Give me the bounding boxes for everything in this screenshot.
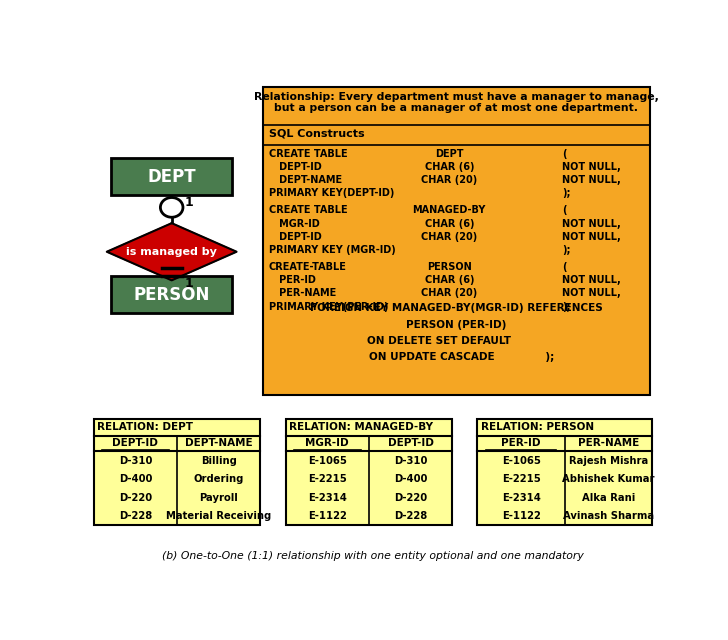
Text: D-310: D-310 (394, 456, 427, 465)
Text: Abhishek Kumar: Abhishek Kumar (563, 474, 655, 484)
Text: E-2215: E-2215 (308, 474, 347, 484)
Text: Ordering: Ordering (194, 474, 244, 484)
Text: D-228: D-228 (119, 511, 152, 521)
Text: Material Receiving: Material Receiving (166, 511, 272, 521)
Text: DEPT
CHAR (6)
CHAR (20): DEPT CHAR (6) CHAR (20) (421, 148, 478, 185)
Bar (111, 276, 232, 314)
Bar (478, 419, 652, 525)
Text: DEPT-ID: DEPT-ID (113, 438, 159, 449)
Text: RELATION: MANAGED-BY: RELATION: MANAGED-BY (289, 422, 433, 433)
Text: D-220: D-220 (394, 493, 427, 502)
Text: Avinash Sharma: Avinash Sharma (563, 511, 654, 521)
Polygon shape (107, 223, 237, 280)
Text: ON DELETE SET DEFAULT: ON DELETE SET DEFAULT (368, 336, 511, 346)
Text: ON UPDATE CASCADE              );: ON UPDATE CASCADE ); (369, 352, 555, 362)
Bar (94, 419, 261, 525)
Text: (
NOT NULL,
NOT NULL,
);: ( NOT NULL, NOT NULL, ); (562, 148, 621, 198)
Text: CREATE TABLE
   MGR-ID
   DEPT-ID
PRIMARY KEY (MGR-ID): CREATE TABLE MGR-ID DEPT-ID PRIMARY KEY … (269, 205, 395, 255)
Text: (b) One-to-One (1:1) relationship with one entity optional and one mandatory: (b) One-to-One (1:1) relationship with o… (162, 551, 584, 561)
Text: PER-ID: PER-ID (502, 438, 541, 449)
Text: E-2314: E-2314 (502, 493, 541, 502)
Text: E-1122: E-1122 (502, 511, 541, 521)
Bar (111, 158, 232, 195)
Text: RELATION: PERSON: RELATION: PERSON (481, 422, 594, 433)
Text: 1: 1 (184, 196, 193, 209)
Text: Relationship: Every department must have a manager to manage,
but a person can b: Relationship: Every department must have… (254, 92, 659, 113)
Text: E-2314: E-2314 (308, 493, 347, 502)
Text: 1: 1 (184, 277, 193, 291)
Text: (
NOT NULL,
NOT NULL,
);: ( NOT NULL, NOT NULL, ); (562, 262, 621, 312)
Text: MGR-ID: MGR-ID (306, 438, 349, 449)
Text: CREATE-TABLE
   PER-ID
   PER-NAME
PRIMARY KEY(PER-ID): CREATE-TABLE PER-ID PER-NAME PRIMARY KEY… (269, 262, 388, 312)
Text: E-1122: E-1122 (308, 511, 347, 521)
Text: E-1065: E-1065 (502, 456, 541, 465)
Text: DEPT: DEPT (147, 168, 196, 186)
Text: DEPT-NAME: DEPT-NAME (185, 438, 253, 449)
Text: Payroll: Payroll (199, 493, 238, 502)
Text: D-310: D-310 (119, 456, 152, 465)
Text: MANAGED-BY
CHAR (6)
CHAR (20): MANAGED-BY CHAR (6) CHAR (20) (413, 205, 486, 242)
Text: CREATE TABLE
   DEPT-ID
   DEPT-NAME
PRIMARY KEY(DEPT-ID): CREATE TABLE DEPT-ID DEPT-NAME PRIMARY K… (269, 148, 394, 198)
Text: Alka Rani: Alka Rani (582, 493, 636, 502)
Text: D-400: D-400 (119, 474, 152, 484)
Text: D-400: D-400 (394, 474, 427, 484)
Text: is managed by: is managed by (126, 247, 217, 257)
Bar (285, 419, 452, 525)
Bar (263, 86, 649, 395)
Text: D-220: D-220 (119, 493, 152, 502)
Text: E-1065: E-1065 (308, 456, 347, 465)
Text: Rajesh Mishra: Rajesh Mishra (569, 456, 648, 465)
Text: DEPT-ID: DEPT-ID (387, 438, 433, 449)
Text: E-2215: E-2215 (502, 474, 541, 484)
Circle shape (160, 198, 183, 217)
Text: (
NOT NULL,
NOT NULL,
);: ( NOT NULL, NOT NULL, ); (562, 205, 621, 255)
Text: PERSON: PERSON (133, 286, 210, 304)
Text: PERSON (PER-ID): PERSON (PER-ID) (406, 320, 507, 330)
Text: PER-NAME: PER-NAME (578, 438, 639, 449)
Text: D-228: D-228 (394, 511, 427, 521)
Text: SQL Constructs: SQL Constructs (269, 128, 364, 138)
Text: PERSON
CHAR (6)
CHAR (20): PERSON CHAR (6) CHAR (20) (421, 262, 478, 298)
Text: RELATION: DEPT: RELATION: DEPT (98, 422, 193, 433)
Text: FOREIGN KEY MANAGED-BY(MGR-ID) REFERENCES: FOREIGN KEY MANAGED-BY(MGR-ID) REFERENCE… (310, 303, 603, 312)
Text: Billing: Billing (201, 456, 237, 465)
